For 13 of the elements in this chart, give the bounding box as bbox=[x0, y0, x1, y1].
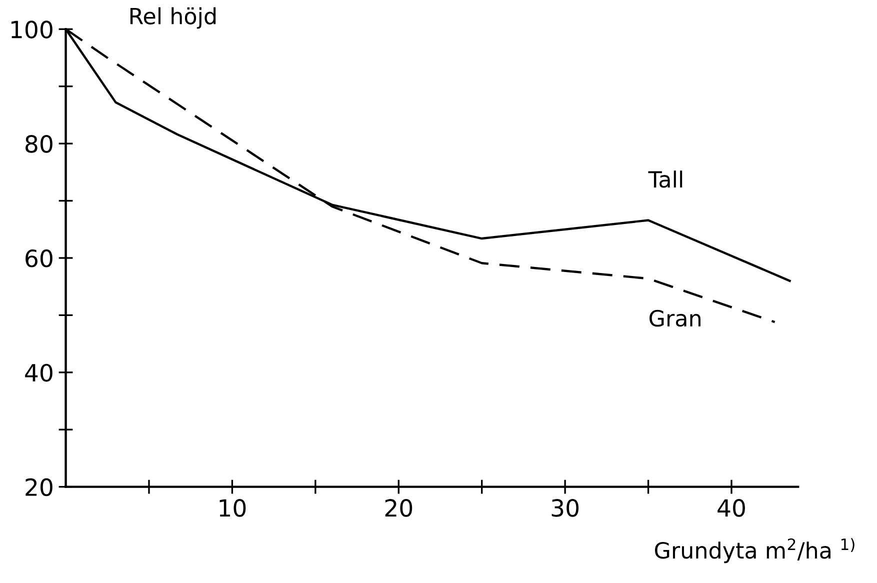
y-tick-label: 20 bbox=[26, 478, 52, 496]
x-tick-label: 10 bbox=[220, 499, 246, 517]
y-tick-label: 80 bbox=[26, 135, 52, 153]
y-tick-label: 60 bbox=[26, 249, 52, 268]
x-tick-label: 40 bbox=[718, 499, 745, 517]
y-axis-title: Rel höjd bbox=[130, 7, 216, 29]
series-label: Gran bbox=[650, 310, 700, 327]
x-tick-label: 20 bbox=[385, 499, 412, 517]
y-tick-label: 100 bbox=[11, 20, 52, 38]
x-axis-title: Grundyta m$^{2}$/ha $^{1)}$ bbox=[654, 538, 854, 564]
series-label: Tall bbox=[648, 170, 682, 188]
y-tick-label: 40 bbox=[25, 364, 52, 382]
x-tick-label: 30 bbox=[552, 499, 579, 517]
